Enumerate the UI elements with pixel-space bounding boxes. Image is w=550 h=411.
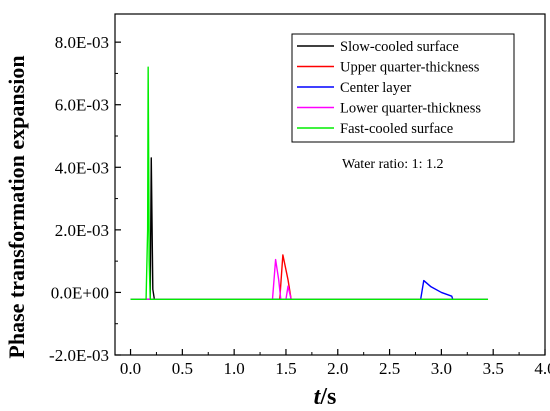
x-tick-label: 1.0 — [224, 359, 245, 378]
x-tick-label: 0.0 — [120, 359, 141, 378]
x-tick-label: 1.5 — [275, 359, 296, 378]
plot-frame — [114, 13, 546, 356]
legend-label: Slow-cooled surface — [340, 39, 459, 55]
y-tick-label: 4.0E-03 — [55, 158, 109, 177]
y-tick-label: 0.0E+00 — [51, 283, 109, 302]
legend-label: Fast-cooled surface — [340, 121, 453, 137]
x-axis-label: t/s — [314, 384, 337, 410]
x-tick-label: 2.0 — [327, 359, 348, 378]
y-tick-label: 6.0E-03 — [55, 96, 109, 115]
series-line-fast-cooled-surface — [130, 66, 489, 301]
x-tick-label: 4.0 — [534, 359, 550, 378]
legend-label: Lower quarter-thickness — [340, 101, 481, 117]
x-axis-label-symbol: t — [314, 384, 322, 410]
series-line-upper-quarter-thickness — [130, 254, 489, 301]
chart-annotation: Water ratio: 1: 1.2 — [342, 157, 444, 172]
legend-label: Center layer — [340, 80, 411, 96]
y-axis-label: Phase transformation expansion — [4, 55, 29, 358]
series-line-slow-cooled-surface — [130, 157, 489, 301]
legend: Slow-cooled surface Upper quarter-thickne… — [297, 39, 481, 137]
x-axis-label-unit: /s — [319, 384, 336, 410]
x-tick-label: 3.5 — [483, 359, 504, 378]
axis-ticks: 0.0 0.5 1.0 1.5 2.0 2.5 3.0 3.5 4.0 -2.0E-03 0.0E+… — [49, 33, 550, 378]
legend-label: Upper quarter-thickness — [340, 60, 480, 76]
x-tick-label: 0.5 — [172, 359, 193, 378]
y-tick-label: 2.0E-03 — [55, 221, 109, 240]
plot-lines — [130, 66, 489, 301]
x-tick-label: 2.5 — [379, 359, 400, 378]
legend-box — [291, 33, 515, 143]
series-line-lower-quarter-thickness — [130, 258, 489, 301]
y-tick-label: -2.0E-03 — [49, 346, 109, 365]
x-tick-label: 3.0 — [431, 359, 452, 378]
y-tick-label: 8.0E-03 — [55, 33, 109, 52]
series-line-center-layer — [130, 279, 489, 301]
